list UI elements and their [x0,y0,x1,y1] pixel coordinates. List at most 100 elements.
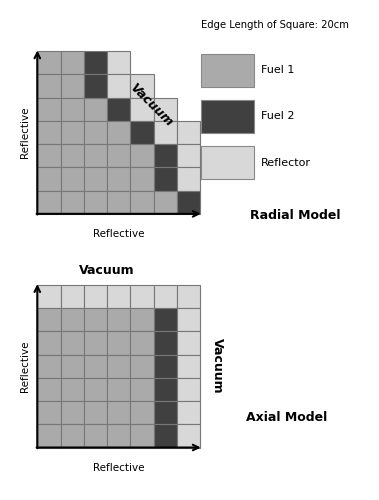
Bar [177,144,200,168]
Bar [130,332,153,354]
Bar [130,378,153,401]
Bar [37,74,61,98]
Bar [61,51,84,74]
Text: Reflective: Reflective [93,229,144,239]
Text: Reflective: Reflective [19,340,30,392]
Bar [107,74,130,98]
Bar [177,424,200,448]
Bar [37,285,61,308]
Bar [37,121,61,144]
Bar [153,98,177,121]
Bar [37,168,61,190]
Bar [61,401,84,424]
Bar [107,144,130,168]
Bar [130,424,153,448]
Bar [130,121,153,144]
Bar [37,51,61,74]
Bar [200,54,254,87]
Bar [130,144,153,168]
Bar [153,378,177,401]
Text: Vacuum: Vacuum [79,264,135,276]
Bar [153,424,177,448]
Bar [61,168,84,190]
Bar [130,285,153,308]
Bar [37,378,61,401]
Bar [130,190,153,214]
Bar [107,332,130,354]
Bar [107,285,130,308]
Bar [153,285,177,308]
Bar [177,354,200,378]
Bar [153,144,177,168]
Bar [37,401,61,424]
Bar [153,190,177,214]
Bar [84,308,107,332]
Bar [153,401,177,424]
Bar [84,121,107,144]
Bar [130,98,153,121]
Bar [200,100,254,133]
Bar [177,168,200,190]
Bar [84,378,107,401]
Bar [84,51,107,74]
Bar [84,401,107,424]
Bar [61,190,84,214]
Bar [107,424,130,448]
Bar [37,332,61,354]
Bar [61,74,84,98]
Bar [200,146,254,179]
Bar [61,98,84,121]
Text: Radial Model: Radial Model [250,209,340,222]
Bar [61,354,84,378]
Text: Reflector: Reflector [261,158,311,168]
Bar [61,424,84,448]
Bar [84,354,107,378]
Bar [61,144,84,168]
Bar [177,332,200,354]
Bar [37,424,61,448]
Bar [153,121,177,144]
Bar [177,378,200,401]
Bar [37,354,61,378]
Bar [84,144,107,168]
Text: Reflective: Reflective [19,107,30,158]
Bar [153,332,177,354]
Bar [130,354,153,378]
Text: Vacuum: Vacuum [210,338,224,394]
Text: Fuel 1: Fuel 1 [261,66,294,76]
Bar [84,332,107,354]
Bar [37,144,61,168]
Bar [84,285,107,308]
Bar [61,378,84,401]
Bar [84,190,107,214]
Bar [177,285,200,308]
Bar [130,401,153,424]
Bar [37,98,61,121]
Bar [177,121,200,144]
Bar [107,378,130,401]
Text: Fuel 2: Fuel 2 [261,112,295,122]
Bar [84,74,107,98]
Bar [61,121,84,144]
Bar [107,168,130,190]
Bar [37,190,61,214]
Bar [107,51,130,74]
Bar [130,74,153,98]
Text: Axial Model: Axial Model [246,411,327,424]
Bar [153,168,177,190]
Bar [61,308,84,332]
Bar [84,424,107,448]
Bar [84,98,107,121]
Text: Edge Length of Square: 20cm: Edge Length of Square: 20cm [200,20,349,30]
Bar [107,121,130,144]
Bar [153,354,177,378]
Bar [61,332,84,354]
Bar [107,354,130,378]
Bar [177,308,200,332]
Bar [177,401,200,424]
Bar [153,308,177,332]
Bar [130,168,153,190]
Bar [130,308,153,332]
Bar [107,98,130,121]
Bar [177,190,200,214]
